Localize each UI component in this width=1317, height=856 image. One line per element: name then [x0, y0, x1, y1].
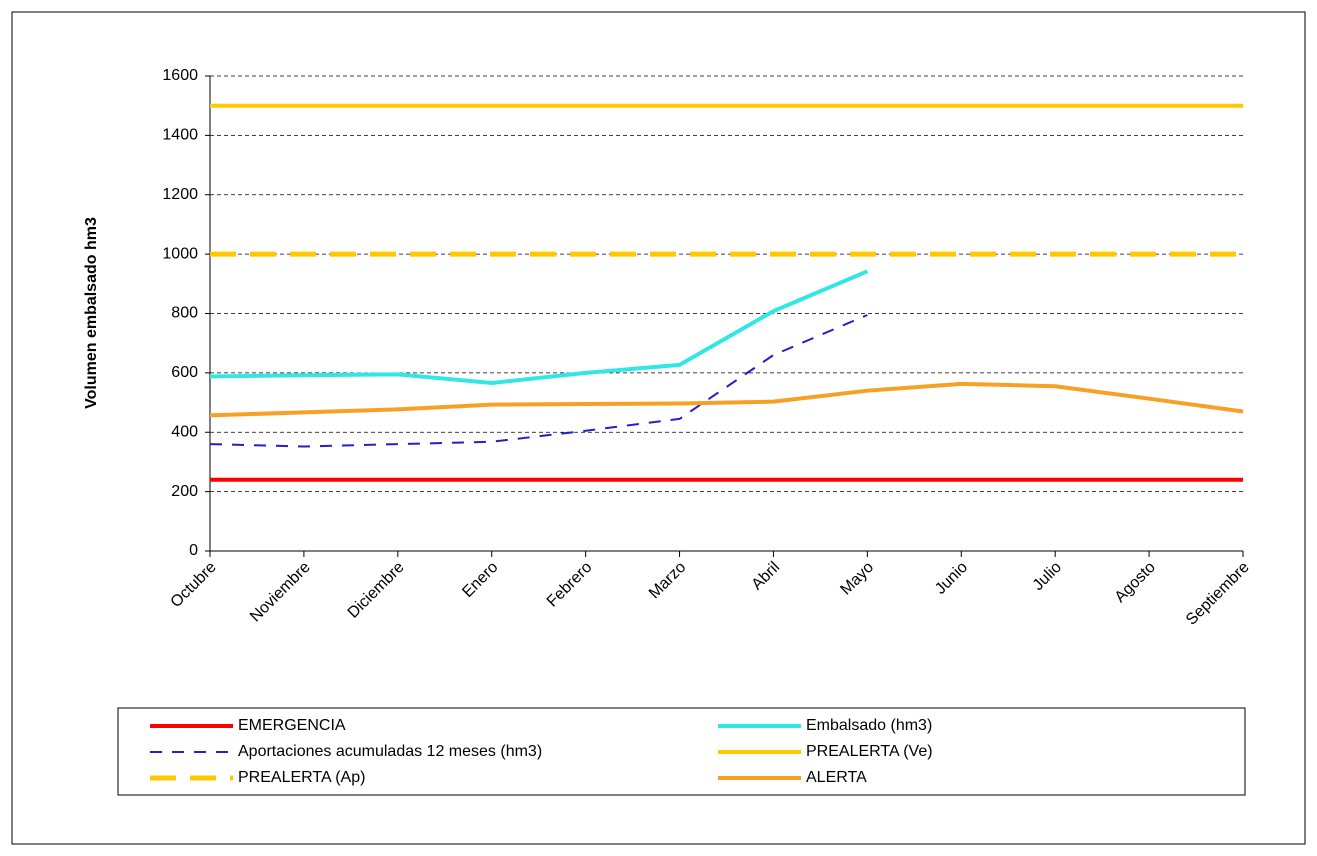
y-tick-label: 0 — [189, 542, 198, 559]
y-tick-label: 1600 — [162, 67, 198, 84]
legend-label: PREALERTA (Ve) — [806, 743, 933, 760]
legend-box — [117, 707, 1246, 796]
legend-label: Aportaciones acumuladas 12 meses (hm3) — [238, 743, 542, 760]
legend-label: PREALERTA (Ap) — [238, 769, 365, 786]
y-tick-label: 800 — [171, 305, 198, 322]
y-tick-label: 1000 — [162, 245, 198, 262]
y-tick-label: 1200 — [162, 186, 198, 203]
y-axis-label: Volumen embalsado hm3 — [83, 217, 100, 409]
series-line — [209, 269, 869, 385]
y-tick-label: 1400 — [162, 127, 198, 144]
series-line — [209, 381, 1244, 418]
legend-label: ALERTA — [806, 769, 867, 786]
y-tick-label: 400 — [171, 423, 198, 440]
y-tick-label: 600 — [171, 364, 198, 381]
y-tick-label: 200 — [171, 483, 198, 500]
chart-border — [11, 11, 1306, 845]
legend-label: Embalsado (hm3) — [806, 717, 932, 734]
legend-label: EMERGENCIA — [238, 717, 346, 734]
